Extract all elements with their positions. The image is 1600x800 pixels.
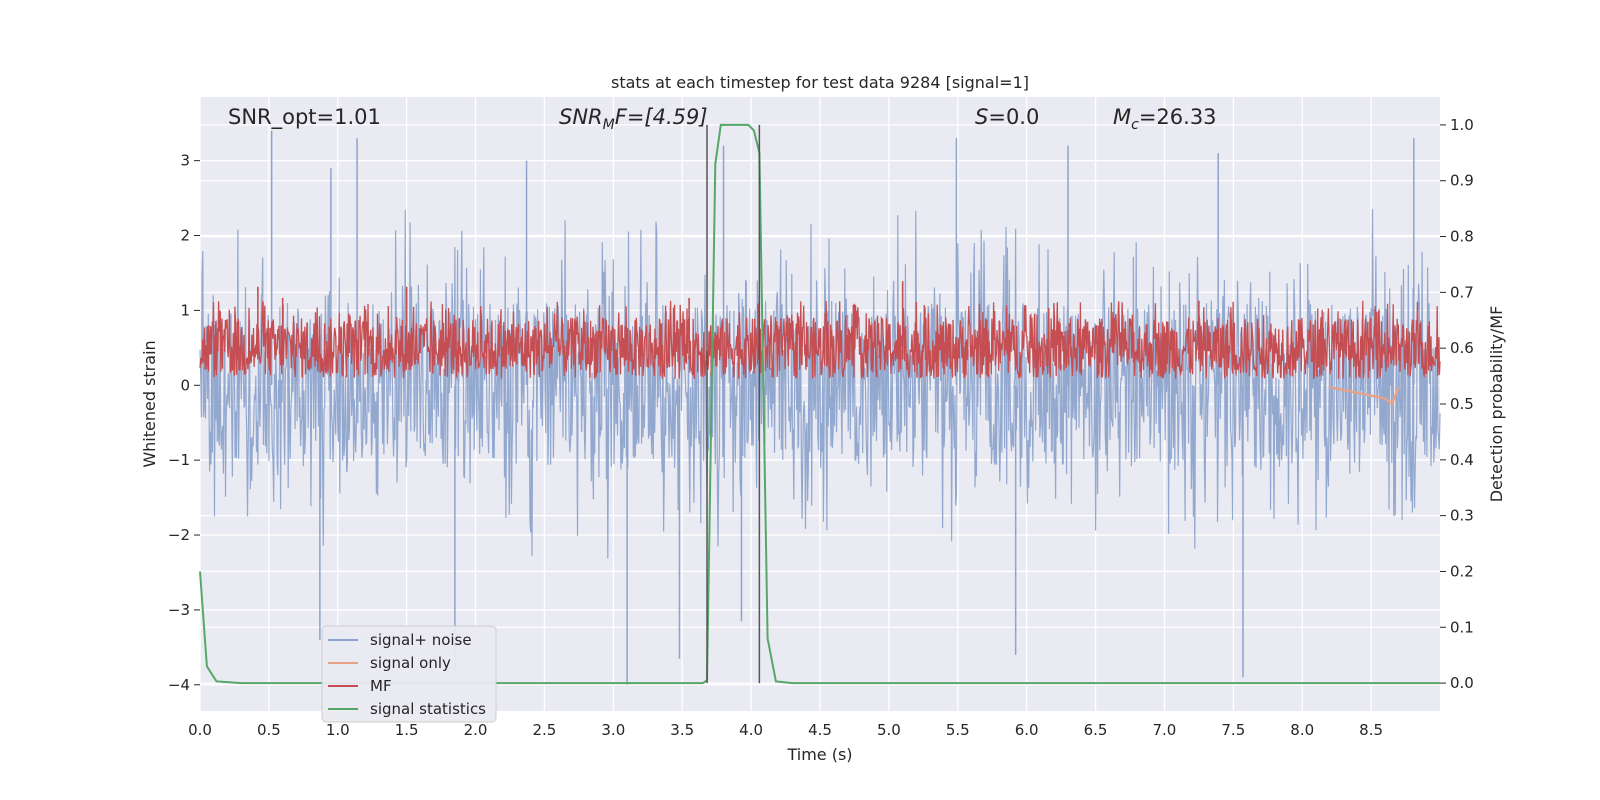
x-tick-label: 8.5 — [1359, 721, 1383, 739]
legend: signal+ noise signal only MF signal statist… — [321, 625, 497, 723]
y-left-axis-ticks: 3 2 1 0 −1 −2 −3 −4 — [168, 152, 200, 694]
x-axis-label: Time (s) — [786, 745, 852, 764]
y-left-tick-label: −3 — [168, 601, 190, 619]
y-right-tick-label: 0.9 — [1450, 172, 1474, 190]
legend-label: MF — [370, 677, 392, 695]
legend-label: signal+ noise — [370, 631, 472, 649]
mc-italic: M — [1113, 105, 1131, 129]
s-rest: =0.0 — [988, 105, 1039, 129]
y-right-tick-label: 1.0 — [1450, 116, 1474, 134]
x-tick-label: 5.5 — [946, 721, 970, 739]
y-left-tick-label: −2 — [168, 526, 190, 544]
x-tick-label: 2.0 — [464, 721, 488, 739]
x-tick-label: 3.5 — [670, 721, 694, 739]
signal-statistics-line — [199, 123, 1440, 685]
y-right-tick-label: 0.2 — [1450, 562, 1474, 580]
x-tick-label: 4.5 — [808, 721, 832, 739]
snr-mf-rest: F=[4.59] — [615, 105, 708, 129]
x-tick-label: 7.5 — [1221, 721, 1245, 739]
legend-label: signal statistics — [370, 700, 486, 718]
snr-mf-main: SNR — [559, 105, 603, 129]
mf-series — [199, 281, 1441, 379]
x-tick-label: 4.0 — [739, 721, 763, 739]
annotation-s: S=0.0 — [975, 105, 1039, 129]
y-left-tick-label: 2 — [180, 227, 190, 245]
x-tick-label: 7.0 — [1153, 721, 1177, 739]
signal-only-line — [1329, 386, 1400, 407]
x-axis-ticks: 0.0 0.5 1.0 1.5 2.0 2.5 3.0 3.5 4.0 4.5 5.0 5.5 6.0 6… — [188, 721, 1383, 739]
y-right-axis-ticks: 1.0 0.9 0.8 0.7 0.6 0.5 0.4 0.3 0.2 0.1 0.0 — [1440, 116, 1474, 692]
mc-rest: =26.33 — [1139, 105, 1217, 129]
y-left-axis-label: Whitened strain — [140, 340, 159, 467]
y-right-tick-label: 0.1 — [1450, 618, 1474, 636]
y-right-tick-label: 0.6 — [1450, 339, 1474, 357]
x-tick-label: 8.0 — [1290, 721, 1314, 739]
x-tick-label: 6.5 — [1084, 721, 1108, 739]
vertical-markers — [706, 124, 761, 684]
y-right-tick-label: 0.3 — [1450, 507, 1474, 525]
signal-statistics-series — [199, 123, 1440, 685]
y-left-tick-label: −4 — [168, 676, 190, 694]
y-left-tick-label: 0 — [180, 376, 190, 394]
y-right-tick-label: 0.8 — [1450, 228, 1474, 246]
chart-title: stats at each timestep for test data 928… — [611, 73, 1029, 92]
legend-label: signal only — [370, 654, 451, 672]
y-left-tick-label: 1 — [180, 301, 190, 319]
y-left-tick-label: −1 — [168, 451, 190, 469]
y-right-tick-label: 0.0 — [1450, 674, 1474, 692]
x-tick-label: 6.0 — [1015, 721, 1039, 739]
x-tick-label: 2.5 — [533, 721, 557, 739]
x-tick-label: 5.0 — [877, 721, 901, 739]
y-right-tick-label: 0.7 — [1450, 283, 1474, 301]
x-tick-label: 1.0 — [326, 721, 350, 739]
legend-box — [321, 625, 497, 723]
x-tick-label: 0.0 — [188, 721, 212, 739]
annotation-snr-opt: SNR_opt=1.01 — [228, 105, 381, 130]
y-right-tick-label: 0.5 — [1450, 395, 1474, 413]
x-tick-label: 1.5 — [395, 721, 419, 739]
annotation-mc: Mc=26.33 — [1113, 105, 1217, 133]
y-right-axis-label: Detection probability/MF — [1487, 306, 1506, 503]
signal-only-series — [1329, 386, 1400, 407]
x-tick-label: 3.0 — [601, 721, 625, 739]
s-italic: S — [975, 105, 988, 129]
y-right-tick-label: 0.4 — [1450, 451, 1474, 469]
x-tick-label: 0.5 — [257, 721, 281, 739]
y-left-tick-label: 3 — [180, 152, 190, 170]
mc-sub: c — [1131, 117, 1139, 133]
snr-mf-sub: M — [603, 117, 615, 133]
annotation-snr-mf: SNRMF=[4.59] — [559, 105, 708, 133]
